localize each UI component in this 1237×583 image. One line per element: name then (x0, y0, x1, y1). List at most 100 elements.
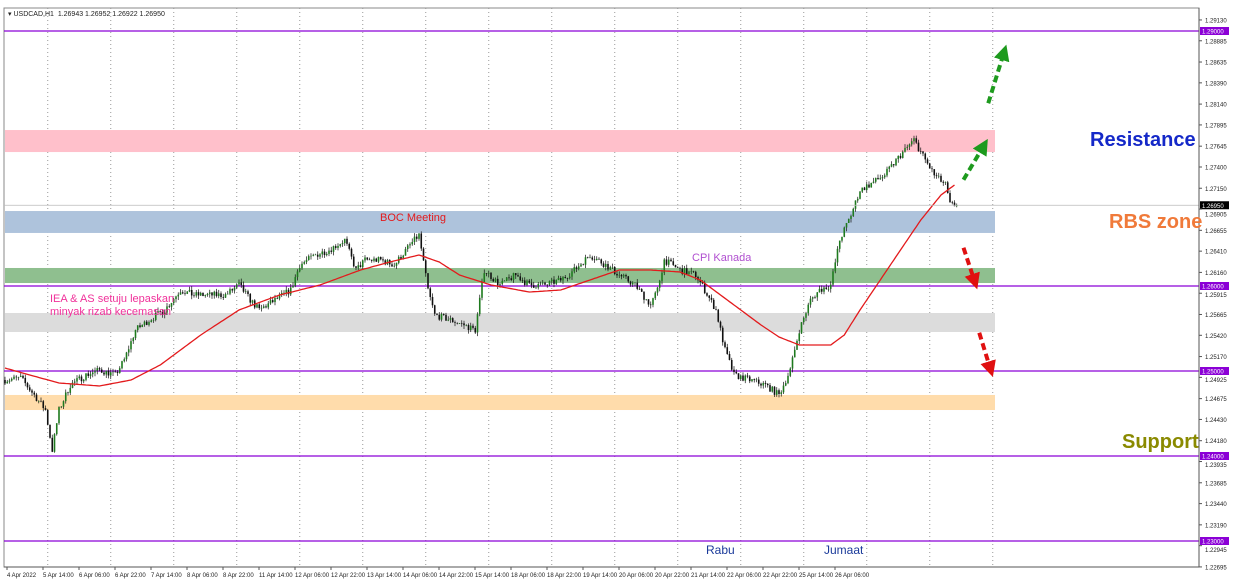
y-tick-label: 1.27400 (1205, 166, 1227, 172)
candle-bear (710, 297, 713, 300)
candle-bear (242, 285, 245, 292)
candle-bear (384, 260, 387, 265)
candle-bear (24, 377, 27, 384)
candle-bull (872, 181, 875, 183)
candle-bear (598, 258, 600, 260)
candle-bull (609, 267, 612, 270)
candle-bull (469, 325, 472, 331)
level-price-label: 1.23000 (1202, 540, 1224, 546)
candle-bear (28, 387, 31, 391)
candle-bear (814, 297, 816, 298)
candle-bull (654, 292, 657, 299)
candle-bull (289, 287, 292, 295)
candle-bull (499, 284, 501, 286)
candle-bear (647, 299, 650, 305)
candle-bull (143, 321, 146, 325)
y-tick-label: 1.23685 (1205, 481, 1227, 487)
candle-bear (42, 401, 45, 409)
candle-bull (798, 333, 801, 342)
candle-bull (411, 241, 414, 245)
candle-bull (807, 304, 810, 314)
x-tick-label: 22 Apr 22:00 (763, 573, 798, 579)
candle-bear (451, 318, 454, 323)
candle-bear (420, 233, 423, 249)
candle-bull (852, 208, 855, 217)
candle-bull (91, 372, 94, 375)
candle-bear (429, 288, 432, 298)
candle-bull (843, 227, 846, 237)
candle-bear (942, 181, 945, 183)
candle-bull (550, 279, 553, 282)
candle-bull (361, 260, 364, 268)
candle-bull (791, 357, 794, 369)
candle-bear (717, 309, 720, 322)
candle-bull (123, 359, 126, 362)
candle-bear (258, 304, 261, 309)
candle-bear (928, 163, 931, 169)
candle-bear (899, 155, 902, 158)
candle-bear (114, 371, 117, 373)
candle-bull (179, 292, 182, 295)
level-price-label: 1.29000 (1202, 30, 1224, 36)
candle-bull (847, 218, 850, 223)
candle-bear (946, 182, 949, 194)
candle-bull (130, 341, 132, 350)
candle-bull (395, 262, 398, 266)
candle-bear (730, 359, 733, 370)
candle-bull (865, 184, 868, 191)
candle-bull (652, 298, 654, 305)
candle-bull (881, 177, 884, 179)
candle-bull (834, 262, 837, 272)
candle-bear (672, 261, 675, 265)
candle-bear (712, 299, 715, 310)
candle-bear (922, 151, 924, 154)
zone-grey (5, 313, 995, 332)
candle-bear (271, 300, 274, 303)
y-tick-label: 1.25665 (1205, 313, 1227, 319)
candle-bull (805, 313, 807, 318)
candle-bull (832, 271, 834, 285)
candle-bear (116, 371, 119, 373)
candle-bull (19, 375, 22, 378)
candle-bull (937, 175, 940, 177)
candle-bull (96, 368, 99, 371)
candle-bear (436, 313, 438, 315)
x-tick-label: 5 Apr 14:00 (43, 573, 74, 579)
candle-bear (926, 159, 929, 164)
candle-bull (658, 280, 661, 288)
candle-bear (330, 250, 333, 252)
candle-bull (571, 271, 573, 277)
candle-bull (555, 279, 558, 284)
y-tick-label: 1.27645 (1205, 145, 1227, 151)
candle-bull (440, 313, 443, 320)
candle-bull (906, 146, 909, 148)
candle-bear (627, 276, 630, 282)
candle-bear (348, 243, 351, 249)
candle-bear (249, 293, 252, 303)
candle-bear (454, 322, 456, 323)
candle-bull (541, 282, 544, 284)
candle-bear (546, 284, 549, 286)
candle-bull (841, 236, 843, 241)
candle-bear (629, 281, 632, 285)
candle-bear (679, 267, 681, 269)
candle-bull (861, 187, 864, 192)
candle-bull (238, 282, 240, 285)
candle-bull (163, 312, 166, 315)
candle-bear (379, 257, 382, 260)
y-tick-label: 1.29130 (1205, 18, 1227, 24)
candle-bull (157, 311, 159, 313)
candle-bull (127, 349, 130, 353)
candle-bull (260, 307, 263, 309)
candle-bull (562, 277, 564, 281)
candle-bear (265, 306, 267, 308)
candle-bull (105, 370, 108, 375)
candle-bear (544, 282, 546, 285)
candle-bull (904, 147, 906, 152)
candle-bull (895, 159, 897, 166)
candle-bear (681, 268, 684, 275)
x-tick-label: 6 Apr 06:00 (79, 573, 110, 579)
candle-bull (886, 168, 888, 176)
y-tick-label: 1.26655 (1205, 229, 1227, 235)
